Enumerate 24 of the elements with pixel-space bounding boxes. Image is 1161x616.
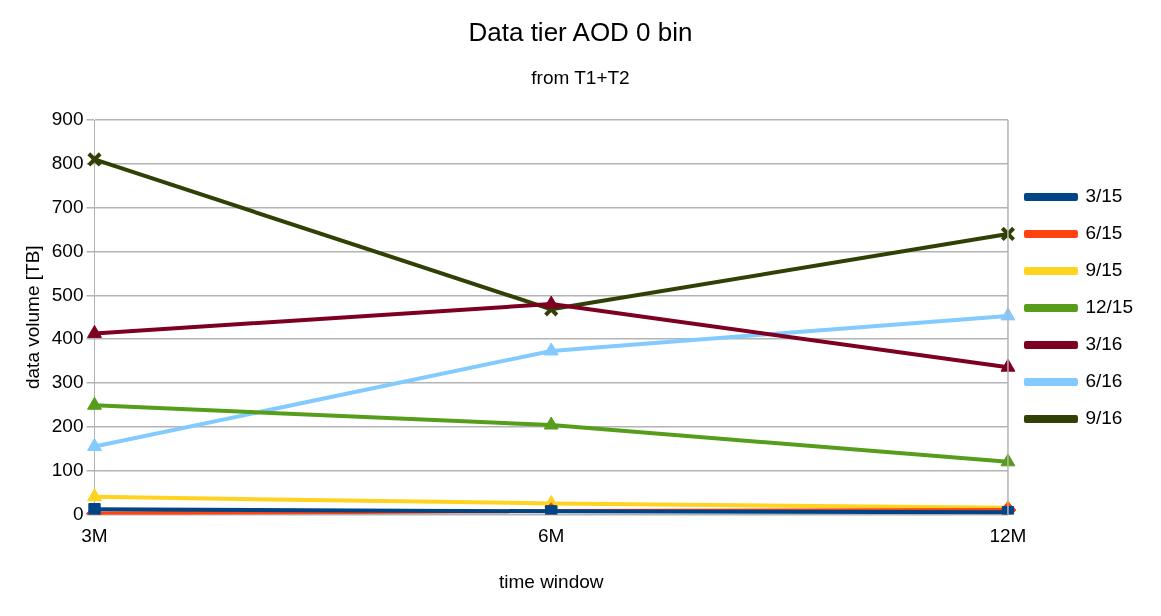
chart-title: Data tier AOD 0 bin [468, 16, 693, 47]
legend-label: 3/16 [1085, 333, 1123, 355]
y-tick-label: 700 [51, 195, 84, 217]
legend-label: 9/15 [1085, 259, 1123, 281]
y-axis-title: data volume [TB] [21, 245, 43, 390]
y-tick-label: 400 [51, 327, 84, 349]
legend-label: 9/16 [1085, 407, 1123, 429]
x-axis-title: time window [498, 570, 604, 592]
x-tick-label: 3M [81, 525, 108, 547]
y-tick-label: 300 [51, 371, 84, 393]
y-tick-label: 600 [51, 239, 84, 261]
chart-subtitle: from T1+T2 [531, 66, 630, 88]
y-tick-label: 900 [51, 108, 84, 130]
x-tick-label: 12M [989, 525, 1027, 547]
legend-label: 12/15 [1085, 296, 1133, 318]
y-tick-label: 0 [72, 502, 84, 524]
y-tick-label: 100 [51, 458, 84, 480]
y-tick-label: 800 [51, 152, 84, 174]
y-tick-label: 200 [51, 414, 84, 436]
legend-label: 6/15 [1085, 222, 1123, 244]
legend-label: 3/15 [1085, 185, 1123, 207]
y-tick-label: 500 [51, 283, 84, 305]
legend-label: 6/16 [1085, 370, 1123, 392]
x-tick-label: 6M [538, 525, 565, 547]
